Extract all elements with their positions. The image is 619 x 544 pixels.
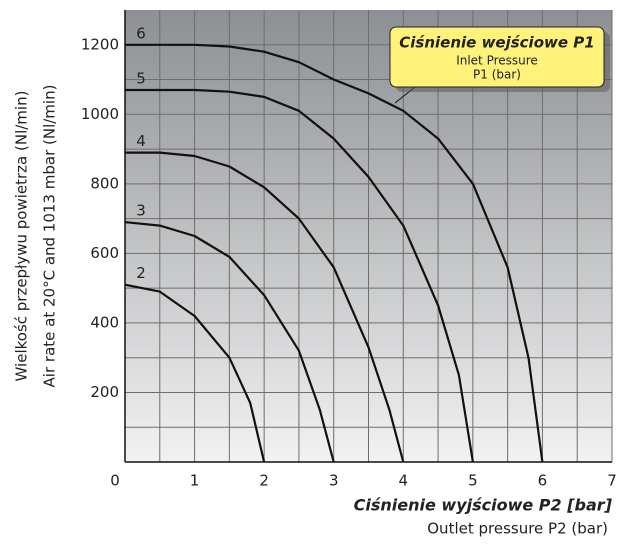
series-label: 6 <box>136 24 146 42</box>
x-tick-label: 6 <box>538 472 548 490</box>
lines <box>124 43 544 463</box>
annotation-line: P1 (bar) <box>473 68 521 82</box>
x-tick-label: 5 <box>468 472 478 490</box>
series-line <box>124 283 266 463</box>
y-tick-label: 1200 <box>81 35 119 53</box>
x-label-sub: Outlet pressure P2 (bar) <box>427 520 608 538</box>
series-line <box>125 88 474 463</box>
x-tick-label: 2 <box>259 472 269 490</box>
series-label: 2 <box>136 264 146 282</box>
y-label: Wielkość przepływu powietrza (Nl/min) <box>13 91 31 382</box>
x-tick-label: 0 <box>110 472 120 490</box>
x-tick-label: 4 <box>399 472 409 490</box>
series-line <box>125 151 405 463</box>
annotation-box <box>389 26 605 88</box>
series-label: 5 <box>136 69 146 87</box>
y-tick-label: 200 <box>90 383 119 401</box>
x-tick-label: 1 <box>190 472 200 490</box>
x-tick-label: 3 <box>329 472 339 490</box>
series-label: 3 <box>136 202 146 220</box>
series-label: 4 <box>136 132 146 150</box>
y-tick-label: 400 <box>90 313 119 331</box>
y-tick-label: 800 <box>90 174 119 192</box>
x-tick-label: 7 <box>607 472 617 490</box>
x-label: Ciśnienie wyjściowe P2 [bar] <box>354 496 613 515</box>
y-label: Air rate at 20°C and 1013 mbar (Nl/min) <box>41 85 59 388</box>
y-tick-label: 600 <box>90 244 119 262</box>
annotation-line: Inlet Pressure <box>456 54 538 68</box>
y-tick-label: 1000 <box>81 105 119 123</box>
series-line <box>125 43 544 463</box>
annotation-title: Ciśnienie wejściowe P1 <box>399 34 594 52</box>
series-line <box>124 221 335 463</box>
